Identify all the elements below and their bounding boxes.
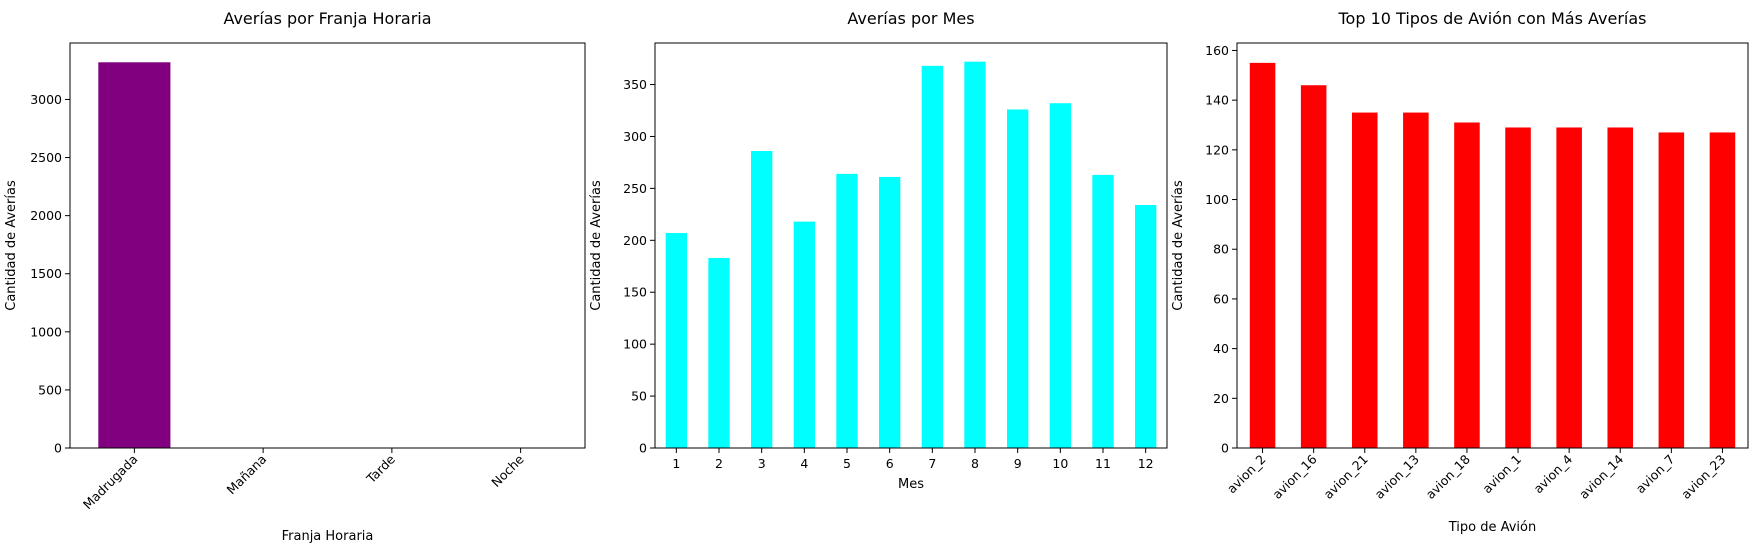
plot-frame [69,42,586,449]
chart-panel-1: Averías por Franja Horaria 0 500 1000 1500 20… [4,9,586,544]
y-tick-label: 100 [1205,192,1229,207]
x-tick-label: avion_1 [1479,452,1524,497]
bar-avion_1 [1505,127,1531,449]
bar-avion_7 [1658,132,1685,448]
x-tick-label: Mañana [224,452,270,498]
x-tick-label: Noche [488,451,527,490]
y-tick-label: 50 [631,389,647,404]
bar-avion_18 [1454,122,1480,448]
y-tick-label: 160 [1205,43,1229,58]
y-tick-label: 2000 [30,208,62,223]
bar-10 [1049,103,1071,448]
y-tick-label: 250 [623,181,647,196]
bar-avion_2 [1249,62,1276,449]
x-tick-label: avion_18 [1423,451,1473,501]
chart-title: Averías por Franja Horaria [223,9,431,28]
bar-avion_4 [1556,127,1582,449]
bar-avion_13 [1403,112,1429,448]
bar-5 [836,173,858,448]
x-tick-label: Madrugada [80,452,141,513]
y-tick-label: 80 [1213,242,1229,257]
bar-8 [964,61,986,448]
y-tick-label: 100 [623,337,647,352]
bar-9 [1007,109,1029,448]
x-tick-label: Tarde [363,451,398,486]
x-axis-label: Mes [898,477,924,492]
y-axis-label: Cantidad de Averías [4,180,19,311]
x-tick-label: 7 [928,456,936,471]
y-tick-label: 500 [38,382,62,397]
bar-avion_14 [1607,127,1634,449]
x-tick-label: avion_2 [1224,452,1269,497]
chart-title: Top 10 Tipos de Avión con Más Averías [1338,9,1647,28]
bar-avion_23 [1709,132,1736,448]
y-axis-label: Cantidad de Averías [589,180,604,311]
y-tick-label: 200 [623,233,647,248]
x-tick-label: 12 [1138,456,1154,471]
plot-frame [654,42,1168,449]
x-tick-label: 2 [715,456,723,471]
bar-avion_16 [1300,85,1327,449]
bar-12 [1135,205,1157,448]
x-tick-label: 6 [886,456,894,471]
bar-avion_21 [1351,112,1378,448]
x-tick-label: avion_13 [1372,452,1422,502]
y-tick-label: 40 [1213,341,1229,356]
y-tick-label: 2500 [30,150,62,165]
bar-2 [708,257,730,448]
y-tick-label: 140 [1205,93,1229,108]
bar-1 [665,233,687,448]
y-axis-label: Cantidad de Averías [1171,180,1186,311]
x-tick-label: 4 [800,456,808,471]
bar-11 [1092,174,1114,448]
y-tick-label: 120 [1205,142,1229,157]
x-tick-label: 9 [1014,456,1022,471]
x-tick-label: 1 [672,456,680,471]
bar-7 [921,65,943,448]
x-tick-label: avion_23 [1678,452,1728,502]
x-tick-label: avion_14 [1576,451,1626,501]
y-tick-label: 1500 [30,266,62,281]
x-tick-label: 8 [971,456,979,471]
x-tick-label: 5 [843,456,851,471]
x-axis-label: Tipo de Avión [1448,520,1537,535]
bar-3 [751,151,773,448]
y-tick-label: 150 [623,285,647,300]
chart-panel-3: Top 10 Tipos de Avión con Más Averías 0 20… [1171,9,1749,535]
chart-title: Averías por Mes [847,9,974,28]
x-axis-label: Franja Horaria [282,529,374,544]
y-tick-label: 0 [54,441,62,456]
y-tick-label: 1000 [30,324,62,339]
y-tick-label: 60 [1213,291,1229,306]
x-tick-label: avion_16 [1269,451,1319,501]
x-tick-label: 10 [1052,456,1068,471]
x-tick-label: 11 [1095,456,1111,471]
bar-4 [793,221,815,448]
x-tick-label: avion_4 [1531,451,1576,496]
bar-Madrugada [98,62,171,449]
x-tick-label: avion_7 [1633,452,1678,497]
y-tick-label: 0 [1221,441,1229,456]
bar-6 [879,176,901,448]
y-tick-label: 20 [1213,391,1229,406]
y-tick-label: 300 [623,129,647,144]
y-tick-label: 3000 [30,92,62,107]
x-tick-label: avion_21 [1320,452,1370,502]
y-tick-label: 0 [639,441,647,456]
y-tick-label: 350 [623,77,647,92]
x-tick-label: 3 [758,456,766,471]
plot-frame [1236,42,1749,449]
